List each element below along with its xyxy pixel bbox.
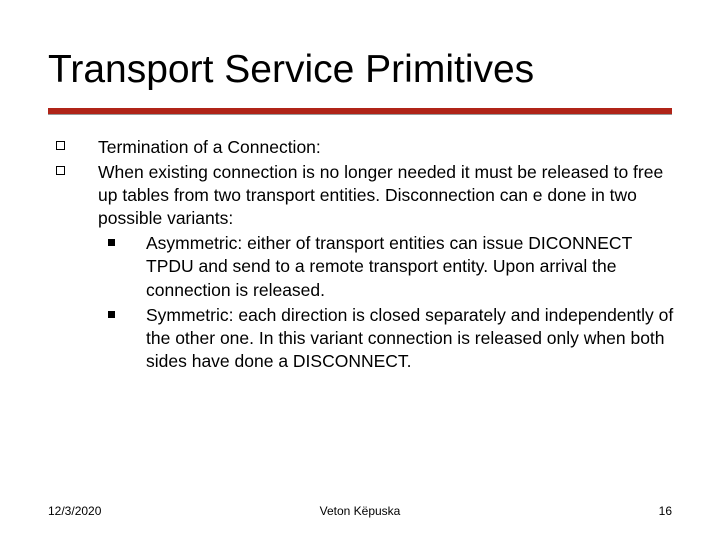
filled-square-icon	[98, 232, 146, 301]
footer-page-number: 16	[659, 504, 672, 518]
list-item: When existing connection is no longer ne…	[48, 161, 678, 230]
sub-list-item-text: Symmetric: each direction is closed sepa…	[146, 304, 678, 373]
hollow-square-icon	[48, 161, 98, 230]
list-item: Termination of a Connection:	[48, 136, 678, 159]
hollow-square-icon	[48, 136, 98, 159]
footer-date: 12/3/2020	[48, 504, 101, 518]
sub-list-item: Asymmetric: either of transport entities…	[48, 232, 678, 301]
list-item-text: When existing connection is no longer ne…	[98, 161, 678, 230]
sub-list-item-text: Asymmetric: either of transport entities…	[146, 232, 678, 301]
filled-square-icon	[98, 304, 146, 373]
footer-author: Veton Këpuska	[48, 504, 672, 518]
sub-list-item: Symmetric: each direction is closed sepa…	[48, 304, 678, 373]
slide-footer: 12/3/2020 Veton Këpuska 16	[48, 504, 672, 518]
title-rule-shadow	[48, 114, 672, 115]
slide: Transport Service Primitives Termination…	[0, 0, 720, 540]
slide-body: Termination of a Connection: When existi…	[48, 136, 678, 373]
slide-title: Transport Service Primitives	[48, 48, 534, 92]
list-item-text: Termination of a Connection:	[98, 136, 678, 159]
